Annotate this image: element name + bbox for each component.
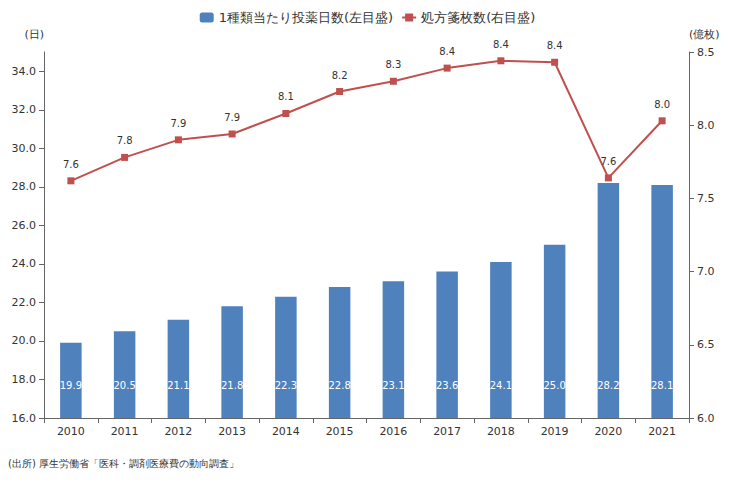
svg-text:2019: 2019 <box>541 425 569 438</box>
svg-text:8.1: 8.1 <box>278 91 294 102</box>
svg-text:16.0: 16.0 <box>12 412 37 425</box>
svg-text:7.8: 7.8 <box>117 135 133 146</box>
svg-text:処方箋枚数(右目盛): 処方箋枚数(右目盛) <box>421 10 535 25</box>
svg-text:2010: 2010 <box>57 425 85 438</box>
svg-text:34.0: 34.0 <box>12 65 37 78</box>
svg-text:7.5: 7.5 <box>697 192 715 205</box>
svg-text:28.0: 28.0 <box>12 180 37 193</box>
svg-text:21.1: 21.1 <box>167 380 189 391</box>
svg-text:8.0: 8.0 <box>654 99 670 110</box>
svg-text:28.1: 28.1 <box>651 380 673 391</box>
svg-text:1種類当たり投薬日数(左目盛): 1種類当たり投薬日数(左目盛) <box>219 10 393 25</box>
svg-text:22.0: 22.0 <box>12 296 37 309</box>
svg-text:7.9: 7.9 <box>224 112 240 123</box>
svg-text:2015: 2015 <box>326 425 354 438</box>
svg-text:21.8: 21.8 <box>221 380 243 391</box>
svg-text:24.0: 24.0 <box>12 257 37 270</box>
svg-text:(出所) 厚生労働省「医科・調剤医療費の動向調査」: (出所) 厚生労働省「医科・調剤医療費の動向調査」 <box>8 458 239 469</box>
svg-text:23.6: 23.6 <box>436 380 458 391</box>
svg-text:2016: 2016 <box>379 425 407 438</box>
svg-text:18.0: 18.0 <box>12 373 37 386</box>
svg-text:8.2: 8.2 <box>332 70 348 81</box>
svg-text:8.5: 8.5 <box>697 46 715 59</box>
svg-text:2012: 2012 <box>164 425 192 438</box>
svg-text:24.1: 24.1 <box>490 380 512 391</box>
svg-text:2013: 2013 <box>218 425 246 438</box>
svg-text:7.0: 7.0 <box>697 265 715 278</box>
svg-text:8.3: 8.3 <box>385 59 401 70</box>
svg-text:2017: 2017 <box>433 425 461 438</box>
svg-text:19.9: 19.9 <box>60 380 82 391</box>
svg-text:26.0: 26.0 <box>12 219 37 232</box>
svg-text:8.4: 8.4 <box>493 39 509 50</box>
svg-text:25.0: 25.0 <box>543 380 565 391</box>
svg-text:7.9: 7.9 <box>170 118 186 129</box>
svg-text:8.0: 8.0 <box>697 119 715 132</box>
svg-text:7.6: 7.6 <box>63 159 79 170</box>
svg-text:28.2: 28.2 <box>597 380 619 391</box>
svg-text:32.0: 32.0 <box>12 103 37 116</box>
svg-text:8.4: 8.4 <box>547 40 563 51</box>
svg-text:2020: 2020 <box>594 425 622 438</box>
svg-text:6.0: 6.0 <box>697 412 715 425</box>
svg-text:2021: 2021 <box>648 425 676 438</box>
svg-text:(日): (日) <box>24 28 44 41</box>
svg-text:22.8: 22.8 <box>328 380 350 391</box>
svg-text:30.0: 30.0 <box>12 142 37 155</box>
svg-text:2018: 2018 <box>487 425 515 438</box>
svg-text:8.4: 8.4 <box>439 46 455 57</box>
svg-text:(億枚): (億枚) <box>689 28 720 41</box>
svg-text:22.3: 22.3 <box>275 380 297 391</box>
svg-text:20.5: 20.5 <box>113 380 135 391</box>
svg-text:20.0: 20.0 <box>12 334 37 347</box>
svg-text:23.1: 23.1 <box>382 380 404 391</box>
svg-text:6.5: 6.5 <box>697 338 715 351</box>
svg-text:2014: 2014 <box>272 425 300 438</box>
svg-text:2011: 2011 <box>111 425 139 438</box>
svg-text:7.6: 7.6 <box>600 156 616 167</box>
